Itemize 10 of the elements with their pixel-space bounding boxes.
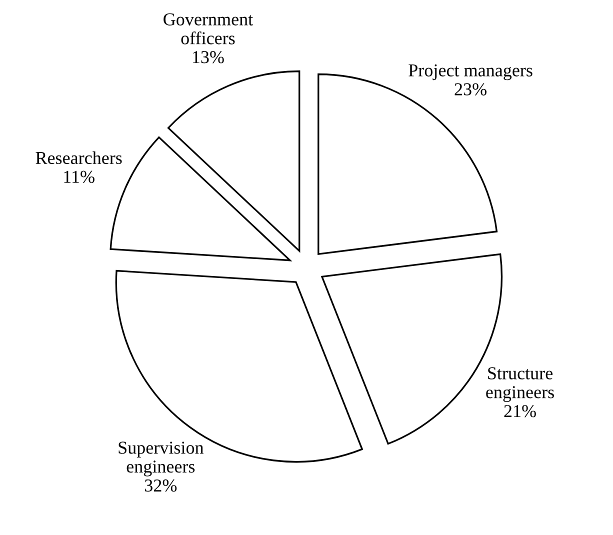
data-label: 32%	[145, 479, 177, 492]
data-label: 13%	[193, 51, 224, 64]
data-label: 11%	[64, 170, 94, 183]
data-label: 23%	[454, 83, 486, 96]
slice-label: Researchers	[36, 151, 122, 164]
slice-label: Supervision engineers	[118, 442, 204, 476]
slice-label: Government officers	[164, 13, 253, 44]
slice-label: Structure engineers	[486, 367, 554, 402]
data-label: 21%	[504, 405, 536, 418]
slice-label: Project managers	[408, 64, 532, 80]
